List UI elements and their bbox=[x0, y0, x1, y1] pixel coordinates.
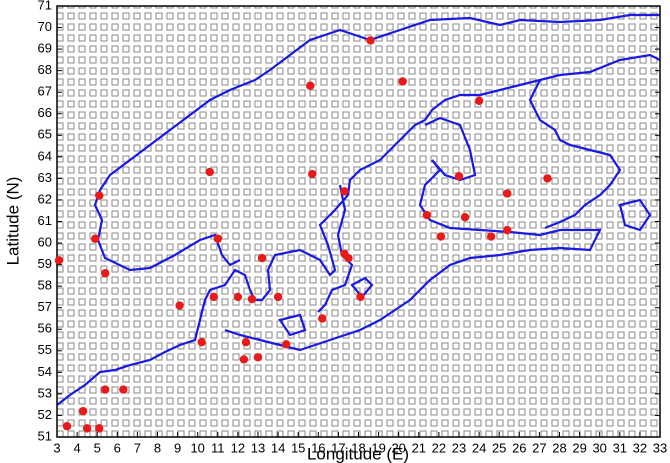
x-tick-label: 8 bbox=[154, 440, 161, 455]
x-tick-label: 6 bbox=[114, 440, 121, 455]
station-point bbox=[340, 187, 349, 196]
x-tick-label: 3 bbox=[53, 440, 60, 455]
station-point bbox=[241, 337, 251, 347]
station-point bbox=[233, 292, 243, 302]
station-point bbox=[101, 269, 110, 278]
y-tick-label: 54 bbox=[38, 364, 52, 379]
x-tick-label: 30 bbox=[592, 440, 606, 455]
station-point bbox=[486, 232, 496, 241]
x-tick-label: 27 bbox=[532, 440, 546, 455]
station-point bbox=[273, 292, 283, 302]
y-tick-label: 65 bbox=[38, 127, 52, 142]
station-point bbox=[95, 191, 104, 200]
station-point bbox=[205, 167, 214, 177]
y-axis-title: Latitude (N) bbox=[3, 177, 22, 266]
station-point bbox=[503, 189, 512, 198]
station-point bbox=[436, 232, 446, 241]
x-tick-label: 22 bbox=[432, 440, 446, 455]
station-point bbox=[474, 96, 484, 106]
y-tick-label: 61 bbox=[38, 213, 52, 228]
station-point bbox=[543, 174, 552, 183]
station-point bbox=[460, 212, 470, 222]
y-tick-label: 52 bbox=[38, 407, 52, 422]
x-tick-label: 4 bbox=[73, 440, 80, 455]
station-point bbox=[281, 340, 291, 349]
x-tick-label: 24 bbox=[472, 440, 486, 455]
x-tick-label: 17 bbox=[331, 440, 345, 455]
x-tick-label: 26 bbox=[512, 440, 526, 455]
x-tick-label: 5 bbox=[94, 440, 101, 455]
x-tick-label: 7 bbox=[134, 440, 141, 455]
y-tick-label: 70 bbox=[38, 19, 52, 34]
station-point bbox=[95, 424, 104, 433]
x-tick-label: 28 bbox=[552, 440, 566, 455]
station-point bbox=[90, 234, 100, 243]
y-tick-label: 71 bbox=[38, 0, 52, 12]
y-tick-label: 56 bbox=[38, 321, 52, 336]
station-point bbox=[213, 234, 222, 243]
x-tick-label: 20 bbox=[391, 440, 405, 455]
y-tick-label: 66 bbox=[38, 105, 52, 120]
x-tick-label: 18 bbox=[351, 440, 365, 455]
station-point bbox=[209, 292, 218, 302]
y-tick-label: 51 bbox=[38, 428, 52, 443]
station-point bbox=[306, 81, 315, 90]
x-tick-label: 9 bbox=[174, 440, 181, 455]
station-point bbox=[82, 424, 92, 433]
y-tick-label: 58 bbox=[38, 278, 52, 293]
model-grid bbox=[57, 6, 660, 437]
station-point bbox=[257, 253, 267, 263]
station-point bbox=[247, 294, 257, 304]
y-tick-label: 68 bbox=[38, 62, 52, 77]
station-point bbox=[119, 385, 128, 394]
y-tick-label: 64 bbox=[38, 148, 52, 163]
x-tick-label: 21 bbox=[412, 440, 426, 455]
y-tick-label: 53 bbox=[38, 385, 52, 400]
station-point bbox=[62, 422, 72, 431]
x-tick-label: 12 bbox=[231, 440, 245, 455]
x-axis-title: Longitude (E) bbox=[307, 444, 409, 463]
x-tick-label: 19 bbox=[371, 440, 385, 455]
x-tick-label: 23 bbox=[452, 440, 466, 455]
x-tick-label: 32 bbox=[633, 440, 647, 455]
x-tick-label: 31 bbox=[613, 440, 627, 455]
y-tick-label: 60 bbox=[38, 234, 52, 249]
x-tick-label: 11 bbox=[211, 440, 225, 455]
station-point bbox=[318, 314, 327, 323]
x-tick-label: 10 bbox=[190, 440, 204, 455]
y-tick-label: 63 bbox=[38, 170, 52, 185]
x-tick-label: 33 bbox=[653, 440, 667, 455]
y-tick-label: 57 bbox=[38, 299, 52, 314]
x-tick-label: 25 bbox=[492, 440, 506, 455]
station-point bbox=[454, 172, 464, 181]
station-point bbox=[101, 385, 110, 394]
y-tick-label: 62 bbox=[38, 191, 52, 206]
station-point bbox=[239, 355, 249, 364]
station-point bbox=[197, 337, 206, 347]
station-point bbox=[398, 77, 407, 86]
station-point bbox=[366, 36, 375, 45]
y-tick-label: 59 bbox=[38, 256, 52, 271]
coastline bbox=[57, 13, 660, 406]
station-point bbox=[356, 292, 365, 302]
station-point bbox=[54, 256, 64, 265]
y-tick-label: 69 bbox=[38, 41, 52, 56]
station-point bbox=[344, 253, 353, 263]
x-tick-label: 29 bbox=[572, 440, 586, 455]
station-point bbox=[253, 353, 263, 362]
x-tick-label: 16 bbox=[311, 440, 325, 455]
y-tick-label: 67 bbox=[38, 84, 52, 99]
station-point bbox=[78, 406, 88, 416]
x-tick-label: 14 bbox=[271, 440, 285, 455]
station-point bbox=[308, 169, 317, 179]
station-point bbox=[503, 225, 512, 235]
station-point bbox=[175, 301, 184, 310]
x-tick-label: 15 bbox=[291, 440, 305, 455]
x-tick-label: 13 bbox=[251, 440, 265, 455]
station-point bbox=[422, 210, 432, 220]
y-tick-label: 55 bbox=[38, 342, 52, 357]
